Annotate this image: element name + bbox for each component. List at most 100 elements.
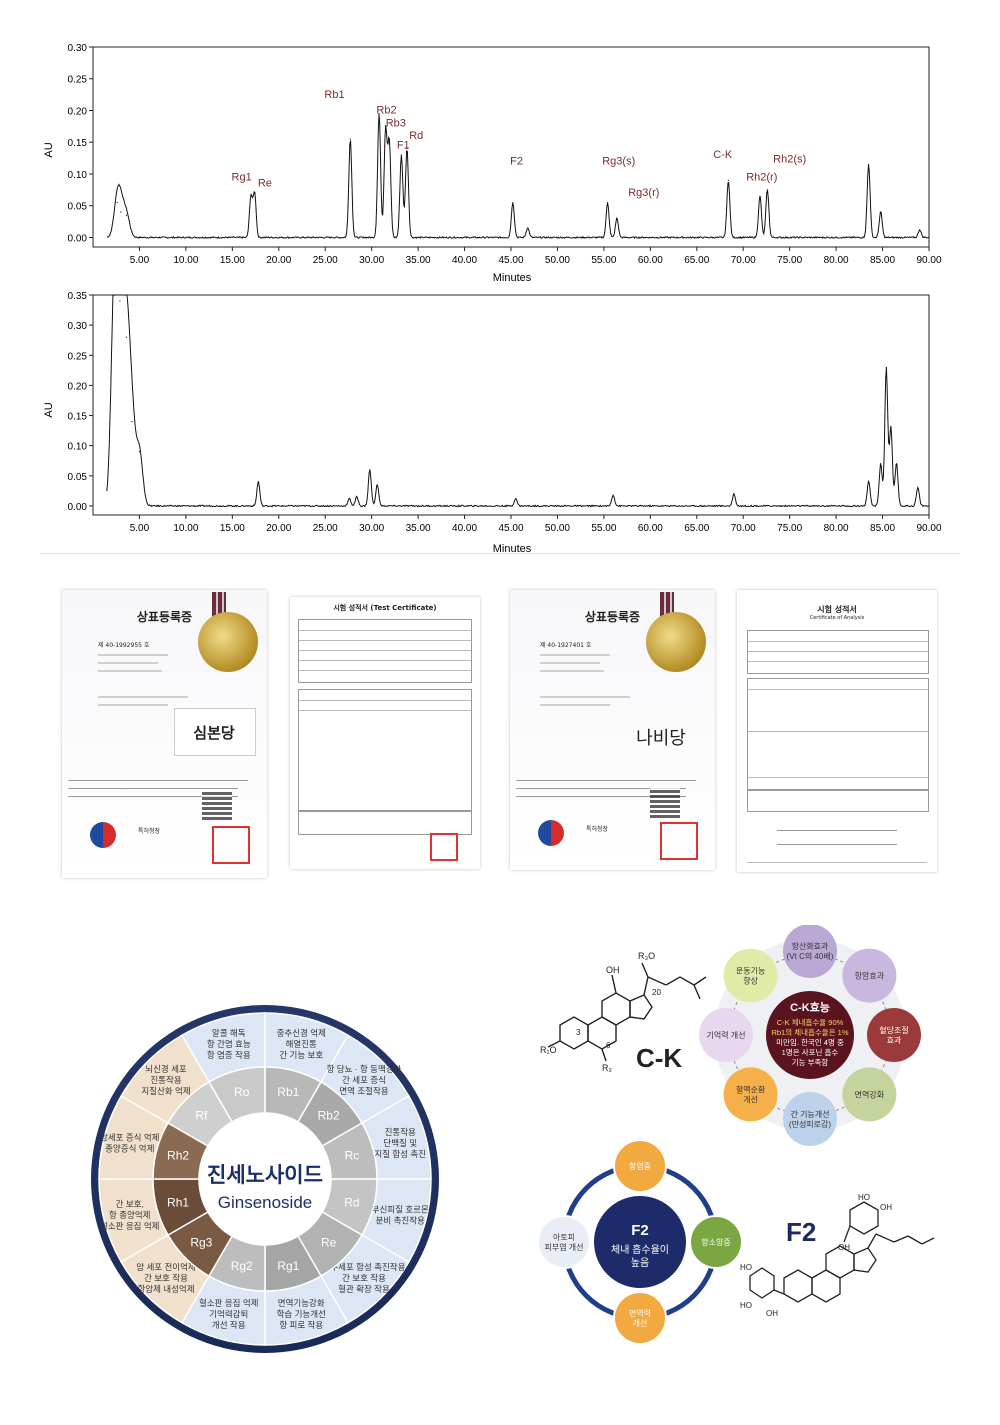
f2-effect-node <box>613 1139 667 1193</box>
y-tick-label: 0.25 <box>68 75 88 86</box>
x-tick-label: 35.00 <box>406 523 431 534</box>
peak-point <box>348 498 350 500</box>
f2-structure-atoms: OH <box>766 1309 778 1318</box>
f2-effect-text: 개선 <box>633 1318 648 1328</box>
x-tick-label: 5.00 <box>130 523 150 534</box>
x-axis-label: Minutes <box>493 272 532 284</box>
peak-point <box>727 179 729 181</box>
result-table <box>747 678 929 790</box>
peak-point <box>515 498 517 500</box>
effect-text: 암세포 증식 억제 <box>100 1132 159 1142</box>
peak-point <box>400 154 402 156</box>
y-axis-label: AU <box>43 142 55 157</box>
x-tick-label: 25.00 <box>313 523 338 534</box>
peak-point <box>919 229 921 231</box>
ck-effect-text: (Vt C의 40배) <box>787 951 834 961</box>
y-tick-label: 0.20 <box>68 106 88 117</box>
peak-point <box>890 427 892 429</box>
x-tick-label: 75.00 <box>777 523 802 534</box>
ck-center-text: C-K 체내흡수율 90% <box>777 1017 844 1027</box>
peak-label: Rg3(r) <box>628 187 659 199</box>
ck-center-title: C-K효능 <box>790 1000 830 1014</box>
text-line <box>540 662 600 664</box>
effect-text: 항암제 내성억제 <box>137 1284 194 1294</box>
effect-text: 개선 작용 <box>212 1320 246 1330</box>
f2-effect-text: 항염증 <box>629 1162 651 1171</box>
peak-point <box>868 481 870 483</box>
peak-point <box>378 113 380 115</box>
peak-point <box>616 217 618 220</box>
x-tick-label: 90.00 <box>916 523 941 534</box>
red-stamp <box>212 826 250 864</box>
f2-center-text: 체내 흡수율이 <box>611 1243 669 1256</box>
kipo-logo <box>90 822 116 848</box>
effect-text: 항 염증 작용 <box>207 1050 251 1060</box>
ck-effect-text: 혈액순환 <box>736 1084 766 1094</box>
peak-point <box>376 484 378 486</box>
text-line <box>540 696 630 698</box>
x-tick-label: 30.00 <box>359 255 384 266</box>
effect-text: 지질산화 억제 <box>141 1086 190 1096</box>
ck-effect-node <box>699 1008 753 1062</box>
effect-text: 학습 기능개선 <box>277 1309 326 1319</box>
f2-structure: HO OH HO HO OH OH <box>740 1193 935 1318</box>
ck-effect-diagram: C-K효능 C-K 체내흡수율 90%Rb1의 체내흡수율은 1%미만임. 한국… <box>699 925 921 1146</box>
f2-effect-text: 면역력 <box>629 1308 651 1318</box>
peak-label: F1 <box>397 140 410 152</box>
x-tick-label: 85.00 <box>870 523 895 534</box>
text-line <box>68 780 248 781</box>
text-line <box>516 780 696 781</box>
peak-point <box>369 469 371 471</box>
result-table <box>298 689 472 811</box>
ck-effect-node <box>867 1008 921 1062</box>
ck-effect-text: 혈당조절 <box>879 1025 908 1035</box>
ck-label: C-K <box>636 1043 683 1073</box>
effect-text: 해열진통 <box>286 1039 317 1049</box>
test-certificate-2: 시험 성적서 Certificate of Analysis <box>737 590 937 872</box>
effect-text: 혈관 확장 작용 <box>338 1284 390 1294</box>
cert-brand: 심본당 <box>193 724 235 742</box>
x-tick-label: 20.00 <box>266 255 291 266</box>
ck-effect-text: 항산화효과 <box>792 941 829 951</box>
text-line <box>98 696 188 698</box>
f2-label: F2 <box>786 1217 817 1247</box>
peak-point <box>527 227 529 229</box>
effect-text: 면역기능강화 <box>278 1298 325 1308</box>
effect-text: 진통작용 <box>385 1127 416 1137</box>
x-tick-label: 35.00 <box>406 255 431 266</box>
peak-point <box>385 128 387 131</box>
ck-effect-node <box>842 1067 897 1122</box>
signature-table <box>747 790 929 812</box>
red-stamp <box>660 822 698 860</box>
brand-box <box>174 708 256 756</box>
y-tick-label: 0.15 <box>68 412 88 423</box>
ck-effect-node <box>723 1067 778 1122</box>
f2-center-title: F2 <box>631 1222 649 1239</box>
peak-label: Rg3(s) <box>602 155 635 167</box>
ck-effect-text: (만성피로감) <box>789 1119 831 1129</box>
y-tick-label: 0.20 <box>68 381 88 392</box>
effect-text: 항 피로 작용 <box>279 1320 323 1330</box>
peak-point <box>880 463 882 465</box>
trademark-certificate-2: 상표등록증 제 40-1927401 호 나비당 특허청장 <box>510 590 715 870</box>
ck-effect-node <box>842 948 897 1003</box>
chromatogram-trace <box>106 114 930 240</box>
effect-text: 혈소판 응집 억제 <box>100 1221 159 1231</box>
text-line <box>98 654 168 656</box>
peak-point <box>257 481 259 483</box>
chromatogram-trace <box>106 294 930 508</box>
peak-point <box>868 163 870 166</box>
peak-point <box>119 300 121 302</box>
effect-text: 종양증식 억제 <box>105 1143 154 1153</box>
f2-effect-text: 아토피 <box>553 1232 575 1242</box>
y-axis-label: AU <box>43 402 55 417</box>
peak-point <box>125 336 128 338</box>
cert-subtitle: Certificate of Analysis <box>809 615 865 621</box>
peak-point <box>607 201 609 204</box>
peak-label: Re <box>258 178 272 190</box>
gold-seal <box>198 612 258 672</box>
x-tick-label: 25.00 <box>313 255 338 266</box>
peak-point <box>138 451 141 453</box>
test-certificate-1: 시험 성적서 (Test Certificate) <box>290 597 480 869</box>
